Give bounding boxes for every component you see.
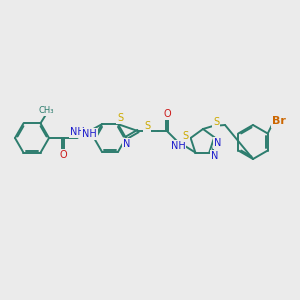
- Text: S: S: [117, 113, 123, 123]
- Text: N: N: [214, 138, 221, 148]
- Text: O: O: [59, 150, 67, 160]
- Text: S: S: [183, 131, 189, 141]
- Text: NH: NH: [171, 141, 185, 151]
- Text: NH: NH: [82, 129, 97, 139]
- Text: NH: NH: [70, 127, 84, 137]
- Text: N: N: [211, 151, 218, 160]
- Text: CH₃: CH₃: [39, 106, 54, 115]
- Text: N: N: [123, 139, 131, 149]
- Text: Br: Br: [272, 116, 286, 127]
- Text: S: S: [213, 117, 219, 127]
- Text: O: O: [163, 109, 171, 119]
- Text: S: S: [144, 121, 150, 131]
